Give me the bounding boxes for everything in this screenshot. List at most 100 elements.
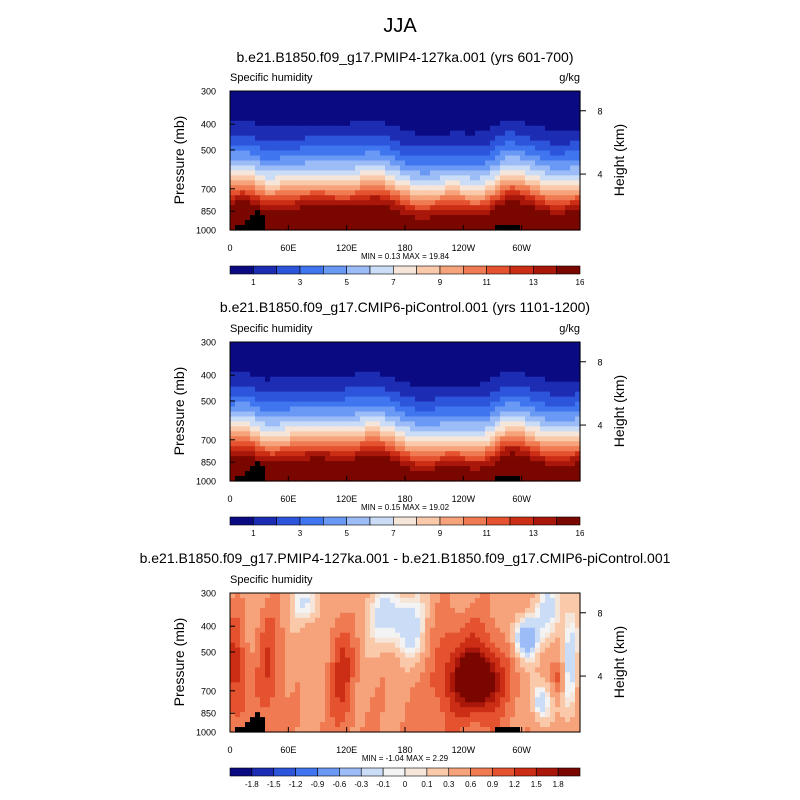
contour-cell <box>330 165 336 172</box>
contour-cell <box>575 466 581 472</box>
contour-cell <box>350 342 356 348</box>
contour-cell <box>285 436 291 442</box>
contour-cell <box>400 342 406 348</box>
contour-cell <box>240 421 246 427</box>
contour-cell <box>565 426 571 432</box>
contour-cell <box>345 446 351 452</box>
contour-cell <box>300 617 306 624</box>
contour-cell <box>380 441 386 447</box>
contour-cell <box>510 632 516 639</box>
contour-cell <box>290 451 296 457</box>
contour-cell <box>535 632 541 639</box>
contour-cell <box>375 647 381 654</box>
contour-cell <box>485 376 491 383</box>
contour-cell <box>380 416 386 423</box>
contour-cell <box>460 205 466 211</box>
contour-cell <box>565 627 571 634</box>
contour-cell <box>500 476 506 482</box>
contour-cell <box>555 421 561 427</box>
contour-cell <box>520 185 526 191</box>
contour-cell <box>515 155 521 162</box>
contour-cell <box>300 466 306 472</box>
contour-cell <box>275 105 281 112</box>
contour-cell <box>480 622 486 629</box>
contour-cell <box>295 155 301 162</box>
contour-cell <box>445 366 451 373</box>
contour-cell <box>380 165 386 172</box>
contour-cell <box>310 185 316 191</box>
contour-cell <box>540 381 546 388</box>
contour-cell <box>250 100 256 107</box>
contour-cell <box>240 366 246 373</box>
contour-cell <box>550 175 556 181</box>
contour-cell <box>340 371 346 378</box>
contour-cell <box>540 120 546 127</box>
contour-cell <box>575 220 581 226</box>
contour-cell <box>505 205 511 211</box>
contour-cell <box>295 95 301 102</box>
contour-cell <box>525 637 531 644</box>
contour-cell <box>515 597 521 604</box>
colorbar-label: 3 <box>298 278 303 287</box>
contour-cell <box>320 361 326 368</box>
contour-cell <box>570 155 576 162</box>
contour-cell <box>375 627 381 634</box>
contour-cell <box>340 205 346 211</box>
contour-cell <box>370 150 376 157</box>
contour-cell <box>565 170 571 176</box>
contour-cell <box>240 446 246 452</box>
contour-cell <box>265 135 271 142</box>
contour-cell <box>535 351 541 358</box>
contour-cell <box>265 622 271 629</box>
contour-cell <box>315 210 321 216</box>
contour-cell <box>490 627 496 634</box>
contour-cell <box>445 225 451 231</box>
contour-cell <box>490 150 496 157</box>
contour-cell <box>440 361 446 368</box>
contour-cell <box>305 461 311 467</box>
contour-cell <box>435 95 441 102</box>
contour-cell <box>480 441 486 447</box>
contour-cell <box>275 431 281 437</box>
contour-cell <box>515 391 521 398</box>
contour-cell <box>245 401 251 408</box>
contour-cell <box>245 91 251 97</box>
contour-cell <box>295 416 301 423</box>
contour-cell <box>245 446 251 452</box>
contour-cell <box>515 351 521 358</box>
contour-cell <box>360 155 366 162</box>
contour-cell <box>535 95 541 102</box>
contour-cell <box>315 215 321 221</box>
contour-cell <box>570 361 576 368</box>
contour-cell <box>230 150 236 157</box>
contour-cell <box>280 125 286 132</box>
contour-cell <box>480 130 486 137</box>
contour-cell <box>265 220 271 226</box>
contour-cell <box>230 175 236 181</box>
contour-cell <box>535 140 541 147</box>
contour-cell <box>280 366 286 373</box>
contour-cell <box>405 342 411 348</box>
contour-cell <box>310 652 316 659</box>
contour-cell <box>410 135 416 142</box>
contour-cell <box>310 376 316 383</box>
contour-cell <box>370 391 376 398</box>
contour-cell <box>445 135 451 142</box>
colorbar-box <box>346 265 371 275</box>
contour-cell <box>330 622 336 629</box>
contour-cell <box>505 120 511 127</box>
contour-cell <box>330 376 336 383</box>
contour-cell <box>300 100 306 107</box>
contour-cell <box>345 391 351 398</box>
contour-cell <box>555 456 561 462</box>
contour-cell <box>530 200 536 206</box>
contour-cell <box>320 342 326 348</box>
contour-cell <box>465 342 471 348</box>
contour-cell <box>515 346 521 353</box>
contour-cell <box>550 617 556 624</box>
contour-cell <box>435 210 441 216</box>
contour-cell <box>465 125 471 132</box>
contour-cell <box>285 195 291 201</box>
contour-cell <box>275 120 281 127</box>
contour-cell <box>265 642 271 649</box>
